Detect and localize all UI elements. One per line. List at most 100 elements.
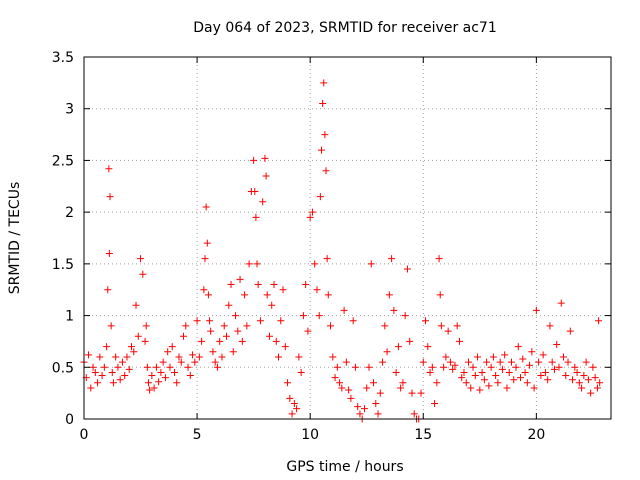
data-point: [263, 291, 271, 299]
data-point: [232, 312, 240, 320]
data-point: [272, 337, 280, 345]
data-point: [281, 343, 289, 351]
y-axis-label: SRMTID / TECUs: [7, 182, 23, 295]
x-tick-label: 15: [414, 427, 432, 443]
data-points: [80, 79, 604, 423]
data-point: [252, 213, 260, 221]
data-point: [193, 317, 201, 325]
data-point: [478, 368, 486, 376]
data-point: [202, 203, 210, 211]
data-point: [480, 376, 488, 384]
data-point: [297, 368, 305, 376]
data-point: [494, 379, 502, 387]
data-point: [293, 405, 301, 413]
data-point: [254, 281, 262, 289]
y-tick-label: 3.5: [52, 50, 74, 66]
data-point: [211, 358, 219, 366]
data-point: [141, 337, 149, 345]
data-point: [166, 363, 174, 371]
data-point: [374, 410, 382, 418]
data-point: [471, 372, 479, 380]
data-point: [365, 363, 373, 371]
data-point: [385, 291, 393, 299]
data-point: [370, 379, 378, 387]
data-point: [342, 358, 350, 366]
data-point: [582, 358, 590, 366]
data-point: [100, 363, 108, 371]
data-point: [455, 337, 463, 345]
data-point: [220, 322, 228, 330]
data-point: [433, 379, 441, 387]
data-point: [112, 353, 120, 361]
data-point: [573, 368, 581, 376]
data-point: [96, 353, 104, 361]
data-point: [426, 368, 434, 376]
data-point: [222, 332, 230, 340]
y-tick-label: 2: [65, 205, 74, 221]
data-point: [514, 343, 522, 351]
data-point: [89, 363, 97, 371]
data-point: [132, 301, 140, 309]
data-point: [241, 291, 249, 299]
x-tick-label: 20: [527, 427, 545, 443]
data-point: [338, 384, 346, 392]
data-point: [201, 255, 209, 263]
data-point: [299, 312, 307, 320]
data-point: [316, 193, 324, 201]
data-point: [118, 358, 126, 366]
data-point: [372, 399, 380, 407]
data-point: [87, 384, 95, 392]
data-point: [571, 363, 579, 371]
data-point: [351, 363, 359, 371]
data-point: [347, 394, 355, 402]
data-point: [523, 379, 531, 387]
data-point: [526, 361, 534, 369]
y-tick-label: 0: [65, 412, 74, 428]
data-point: [345, 386, 353, 394]
data-point: [182, 322, 190, 330]
data-point: [327, 322, 335, 330]
data-point: [123, 353, 131, 361]
data-point: [331, 374, 339, 382]
y-tick-label: 3: [65, 102, 74, 118]
data-point: [422, 317, 430, 325]
data-point: [152, 363, 160, 371]
data-point: [306, 213, 314, 221]
data-point: [104, 286, 112, 294]
data-point: [546, 322, 554, 330]
data-point: [229, 348, 237, 356]
data-point: [137, 255, 145, 263]
grid: [84, 57, 611, 419]
data-point: [243, 322, 251, 330]
data-point: [170, 368, 178, 376]
data-point: [105, 250, 113, 258]
data-point: [465, 358, 473, 366]
data-point: [532, 306, 540, 314]
data-point: [259, 198, 267, 206]
data-point: [146, 386, 154, 394]
data-point: [284, 379, 292, 387]
data-point: [553, 341, 561, 349]
data-point: [541, 368, 549, 376]
data-point: [505, 368, 513, 376]
data-point: [446, 358, 454, 366]
data-point: [143, 363, 151, 371]
data-point: [436, 291, 444, 299]
data-point: [323, 255, 331, 263]
data-point: [227, 281, 235, 289]
y-tick-label: 1.5: [52, 257, 74, 273]
data-point: [304, 327, 312, 335]
data-point: [406, 337, 414, 345]
data-point: [485, 382, 493, 390]
data-point: [218, 353, 226, 361]
data-point: [313, 286, 321, 294]
data-point: [492, 372, 500, 380]
data-point: [401, 312, 409, 320]
data-point: [379, 358, 387, 366]
data-point: [144, 379, 152, 387]
data-point: [177, 358, 185, 366]
data-point: [408, 389, 416, 397]
data-point: [517, 374, 525, 382]
data-point: [474, 353, 482, 361]
